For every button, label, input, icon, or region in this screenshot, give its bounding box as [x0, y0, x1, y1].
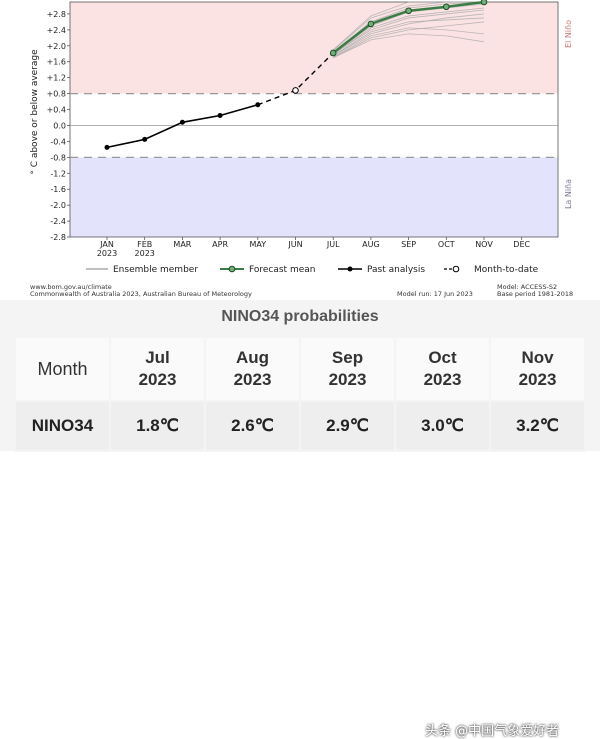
- x-tick-label: MAR: [173, 240, 191, 249]
- y-tick-label: +1.6: [47, 58, 66, 67]
- x-tick-label: OCT: [438, 240, 455, 249]
- past-analysis-point: [255, 102, 261, 108]
- x-tick-label: JAN: [99, 240, 114, 249]
- el-nino-band: [70, 2, 558, 94]
- x-tick-label: JUL: [326, 240, 340, 249]
- la-nina-band: [70, 157, 558, 237]
- header-month-label: Month: [37, 359, 88, 379]
- x-tick-year: 2023: [97, 249, 117, 258]
- x-tick-label: APR: [212, 240, 228, 249]
- legend-mtd-marker: [452, 265, 460, 273]
- past-analysis-point: [179, 119, 185, 125]
- x-tick-label: FEB: [137, 240, 152, 249]
- table-header-row: Month Jul 2023 Aug 2023 Sep 2023 Oct 2023 No…: [14, 336, 586, 402]
- legend-past-label: Past analysis: [367, 265, 425, 275]
- y-axis-label: ° C above or below average: [30, 49, 40, 175]
- y-tick-label: -0.8: [50, 153, 66, 162]
- x-tick-label: NOV: [475, 240, 493, 249]
- x-tick-year: 2023: [135, 249, 155, 258]
- forecast-mean-point: [480, 0, 488, 6]
- header-oct: Oct 2023: [394, 336, 491, 402]
- ensemble-member-line: [333, 27, 485, 58]
- y-tick-label: -2.4: [50, 217, 66, 226]
- el-nino-label: El Niño: [564, 20, 573, 48]
- value-jul: 1.8℃: [109, 400, 206, 452]
- header-month-name: Oct: [428, 348, 457, 367]
- value-nov: 3.2℃: [489, 400, 586, 452]
- past-analysis-point: [104, 144, 110, 150]
- chart-svg: +2.8 +2.4 +2.0 +1.6 +1.2 +0.8 +0.4 0.0 -0.4 -0.8 -…: [30, 0, 573, 298]
- value-sep: 2.9℃: [299, 400, 396, 452]
- ensemble-member-line: [332, 17, 485, 56]
- value-oct: 3.0℃: [394, 400, 491, 452]
- legend-forecast-marker: [228, 265, 236, 273]
- nino34-chart: +2.8 +2.4 +2.0 +1.6 +1.2 +0.8 +0.4 0.0 -0.4 -0.8 -…: [0, 0, 600, 300]
- y-tick-label: +0.4: [47, 106, 66, 115]
- ensemble-member-line: [332, 13, 485, 57]
- y-tick-label: +0.8: [47, 90, 66, 99]
- y-tick-label: +2.0: [47, 42, 66, 51]
- ensemble-member-line: [332, 9, 485, 55]
- past-analysis-point: [142, 136, 148, 142]
- x-tick-label: SEP: [401, 240, 416, 249]
- ensemble-member-line: [332, 1, 484, 51]
- past-analysis-line: [106, 103, 259, 149]
- forecast-mean-point: [443, 3, 450, 11]
- header-year: 2023: [328, 370, 367, 389]
- y-tick-label: -2.8: [50, 233, 66, 242]
- x-tick-label: JUN: [287, 240, 302, 249]
- x-tick-label: AUG: [362, 240, 380, 249]
- x-tick-label: MAY: [249, 240, 266, 249]
- y-tick-label: -1.2: [50, 169, 66, 178]
- watermark: 头条 @中国气象爱好者: [425, 724, 560, 739]
- forecast-mean-point: [405, 7, 412, 15]
- y-tick-label: +1.2: [47, 74, 66, 83]
- y-tick-label: -2.0: [50, 201, 66, 210]
- header-month: Month: [14, 336, 111, 402]
- footer-base-period: Base period 1981-2018: [497, 290, 573, 298]
- legend-mtd-label: Month-to-date: [474, 265, 539, 275]
- footer-model-run: Model run: 17 Jun 2023: [397, 290, 473, 298]
- legend-past-marker: [347, 266, 353, 272]
- header-month-name: Aug: [235, 348, 270, 367]
- y-tick-label: +2.8: [47, 10, 66, 19]
- ensemble-member-line: [333, 33, 485, 59]
- header-month-name: Sep: [331, 348, 364, 367]
- table-title: NINO34 probabilities: [221, 308, 379, 325]
- y-tick-label: -0.4: [50, 137, 66, 146]
- header-nov: Nov 2023: [489, 336, 586, 402]
- legend-forecast-label: Forecast mean: [249, 265, 315, 275]
- y-tick-label: -1.6: [50, 185, 66, 194]
- ensemble-member-line: [332, 7, 485, 55]
- probabilities-panel: NINO34 probabilities Month Jul 2023 Aug 20…: [0, 300, 600, 739]
- footer-model: Model: ACCESS-S2: [497, 283, 557, 291]
- header-year: 2023: [233, 370, 272, 389]
- probabilities-table: Month Jul 2023 Aug 2023 Sep 2023 Oct 2023 No…: [14, 336, 586, 452]
- header-aug: Aug 2023: [204, 336, 301, 402]
- header-year: 2023: [518, 370, 557, 389]
- header-sep: Sep 2023: [299, 336, 396, 402]
- x-tick-label: DEC: [513, 240, 530, 249]
- forecast-mean-point: [329, 49, 337, 57]
- plot-frame: [69, 1, 559, 238]
- value-aug: 2.6℃: [204, 400, 301, 452]
- ensemble-member-line: [333, 21, 485, 59]
- header-month-name: Jul: [145, 348, 170, 367]
- table-row: NINO34 1.8℃ 2.6℃ 2.9℃ 3.0℃ 3.2℃: [14, 400, 586, 452]
- y-tick-label: +2.4: [47, 26, 66, 35]
- la-nina-label: La Niña: [564, 179, 573, 209]
- month-to-date-point: [292, 87, 299, 94]
- y-tick-label: 0.0: [53, 121, 66, 130]
- legend-ensemble-label: Ensemble member: [113, 265, 198, 275]
- header-year: 2023: [423, 370, 462, 389]
- forecast-mean-point: [367, 20, 375, 28]
- footer-url: www.bom.gov.au/climate: [30, 283, 112, 291]
- header-year: 2023: [138, 370, 177, 389]
- footer-copyright: Commonwealth of Australia 2023, Australi…: [30, 290, 252, 298]
- header-jul: Jul 2023: [109, 336, 206, 402]
- header-month-name: Nov: [521, 348, 554, 367]
- row-label: NINO34: [14, 400, 111, 452]
- past-analysis-point: [217, 113, 223, 119]
